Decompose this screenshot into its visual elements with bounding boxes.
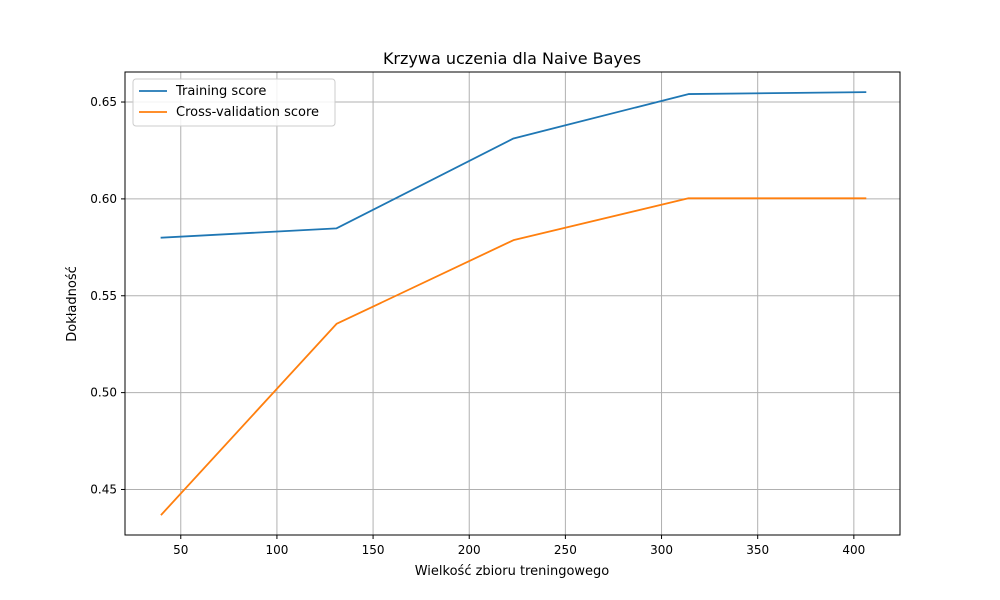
- tick-layer: 50 100 150 200 250 300 350 400 0.45 0.50 0.55 0.60 0…: [90, 95, 865, 557]
- legend-box: [132, 78, 336, 127]
- chart-title: Krzywa uczenia dla Naive Bayes: [383, 49, 641, 68]
- x-axis-label: Wielkość zbioru treningowego: [415, 564, 610, 579]
- x-tick-label: 50: [173, 543, 188, 557]
- x-tick-label: 400: [842, 543, 865, 557]
- x-tick-label: 350: [746, 543, 769, 557]
- legend-label-training: Training score: [175, 84, 266, 99]
- series-layer: [160, 91, 867, 516]
- y-tick-label: 0.60: [90, 192, 117, 206]
- training-score-line: [160, 91, 867, 239]
- y-tick-label: 0.45: [90, 482, 117, 496]
- y-tick-label: 0.50: [90, 386, 117, 400]
- legend-label-cross-validation: Cross-validation score: [176, 105, 319, 120]
- grid-layer: [125, 72, 900, 535]
- y-tick-label: 0.55: [90, 289, 117, 303]
- x-tick-label: 100: [265, 543, 288, 557]
- x-tick-label: 250: [554, 543, 577, 557]
- y-axis-label: Dokładność: [65, 266, 80, 342]
- y-tick-label: 0.65: [90, 95, 117, 109]
- plot-frame: [124, 71, 901, 536]
- x-tick-label: 200: [458, 543, 481, 557]
- x-tick-label: 150: [362, 543, 385, 557]
- x-tick-label: 300: [650, 543, 673, 557]
- legend: Training score Cross-validation score: [132, 78, 336, 127]
- cross-validation-score-line: [160, 197, 867, 516]
